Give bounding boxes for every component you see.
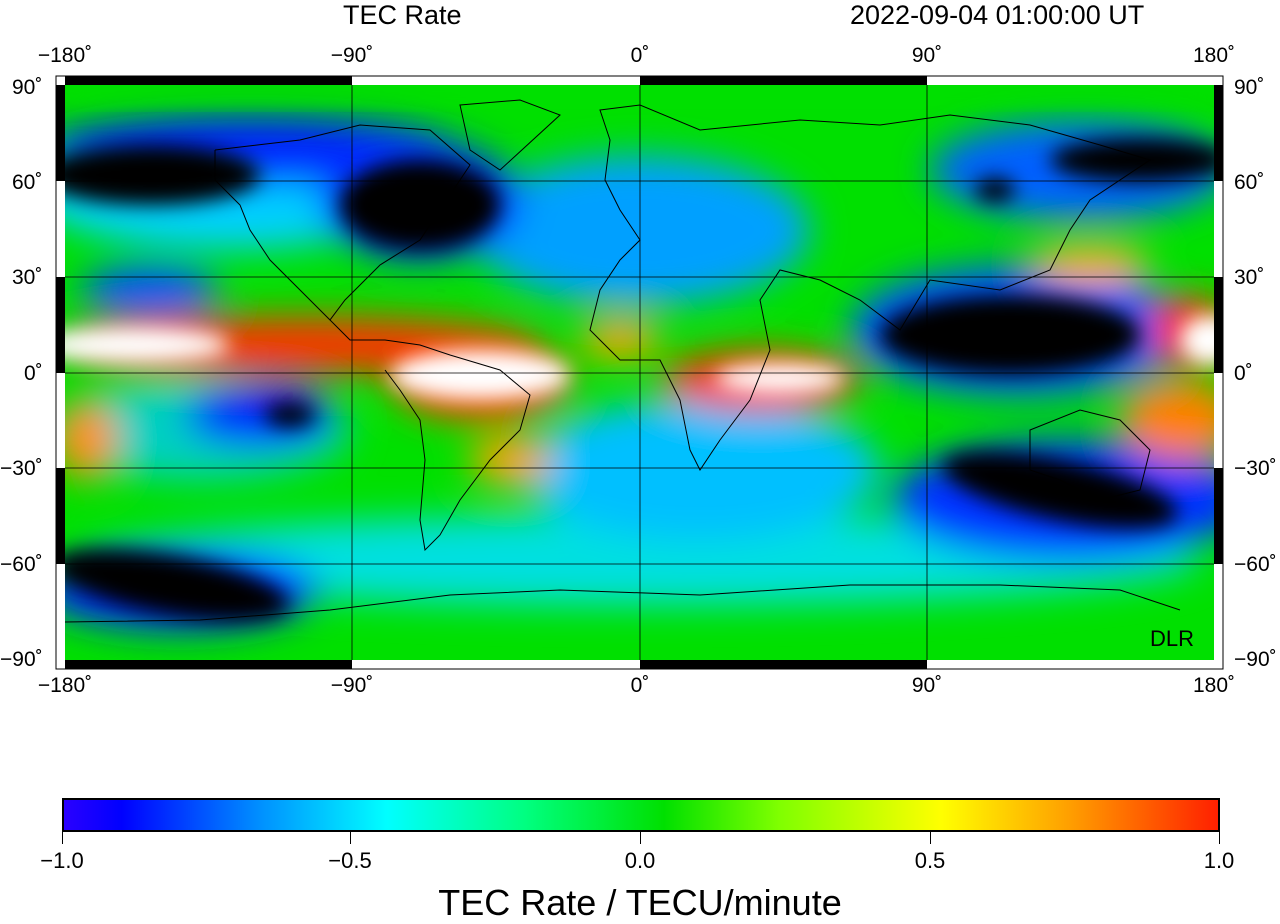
colorbar-tick-label: 0.5 xyxy=(914,848,946,873)
lat-label-right: −30˚ xyxy=(1234,457,1277,480)
lat-label-left: −30˚ xyxy=(0,457,43,480)
lon-label-top: −90˚ xyxy=(330,44,374,67)
colorbar-tick xyxy=(62,832,63,844)
lon-label-bottom: 90˚ xyxy=(911,674,943,697)
colorbar-tick xyxy=(640,832,641,844)
colorbar-tick-label: 1.0 xyxy=(1203,848,1235,873)
lon-label-top: 0˚ xyxy=(630,44,650,67)
lat-label-right: −90˚ xyxy=(1234,648,1277,671)
lon-label-bottom: 180˚ xyxy=(1192,674,1236,697)
lat-label-left: 90˚ xyxy=(12,76,43,99)
colorbar-tick xyxy=(350,832,351,844)
lon-label-bottom: −90˚ xyxy=(330,674,374,697)
graticule xyxy=(65,85,1214,660)
lat-label-left: −90˚ xyxy=(0,648,43,671)
coastlines xyxy=(65,99,1181,623)
lat-label-right: 60˚ xyxy=(1234,171,1265,194)
lat-label-left: −60˚ xyxy=(0,553,43,576)
lat-label-right: 30˚ xyxy=(1234,266,1265,289)
colorbar-label: TEC Rate / TECU/minute xyxy=(438,882,842,923)
colorbar-tick-label: −0.5 xyxy=(328,848,372,873)
lon-label-bottom: 0˚ xyxy=(630,674,650,697)
lon-label-top: −180˚ xyxy=(37,44,93,67)
lon-label-top: 90˚ xyxy=(911,44,943,67)
lat-label-right: 0˚ xyxy=(1234,362,1253,385)
colorbar-tick xyxy=(1219,832,1220,844)
colorbar-tick-label: −1.0 xyxy=(40,848,84,873)
colorbar-tick-label: 0.0 xyxy=(624,848,656,873)
map-title: TEC Rate xyxy=(343,0,462,30)
colorbar xyxy=(62,798,1220,832)
credit-label: DLR xyxy=(1150,626,1195,651)
lat-label-left: 60˚ xyxy=(12,171,43,194)
lon-label-top: 180˚ xyxy=(1192,44,1236,67)
tec-rate-map xyxy=(55,75,1224,670)
lat-label-left: 0˚ xyxy=(24,362,43,385)
lat-label-right: 90˚ xyxy=(1234,76,1265,99)
lon-label-bottom: −180˚ xyxy=(37,674,93,697)
lat-label-right: −60˚ xyxy=(1234,553,1277,576)
lat-label-left: 30˚ xyxy=(12,266,43,289)
heatmap-field xyxy=(65,85,1214,660)
timestamp: 2022-09-04 01:00:00 UT xyxy=(850,0,1145,30)
colorbar-tick xyxy=(930,832,931,844)
